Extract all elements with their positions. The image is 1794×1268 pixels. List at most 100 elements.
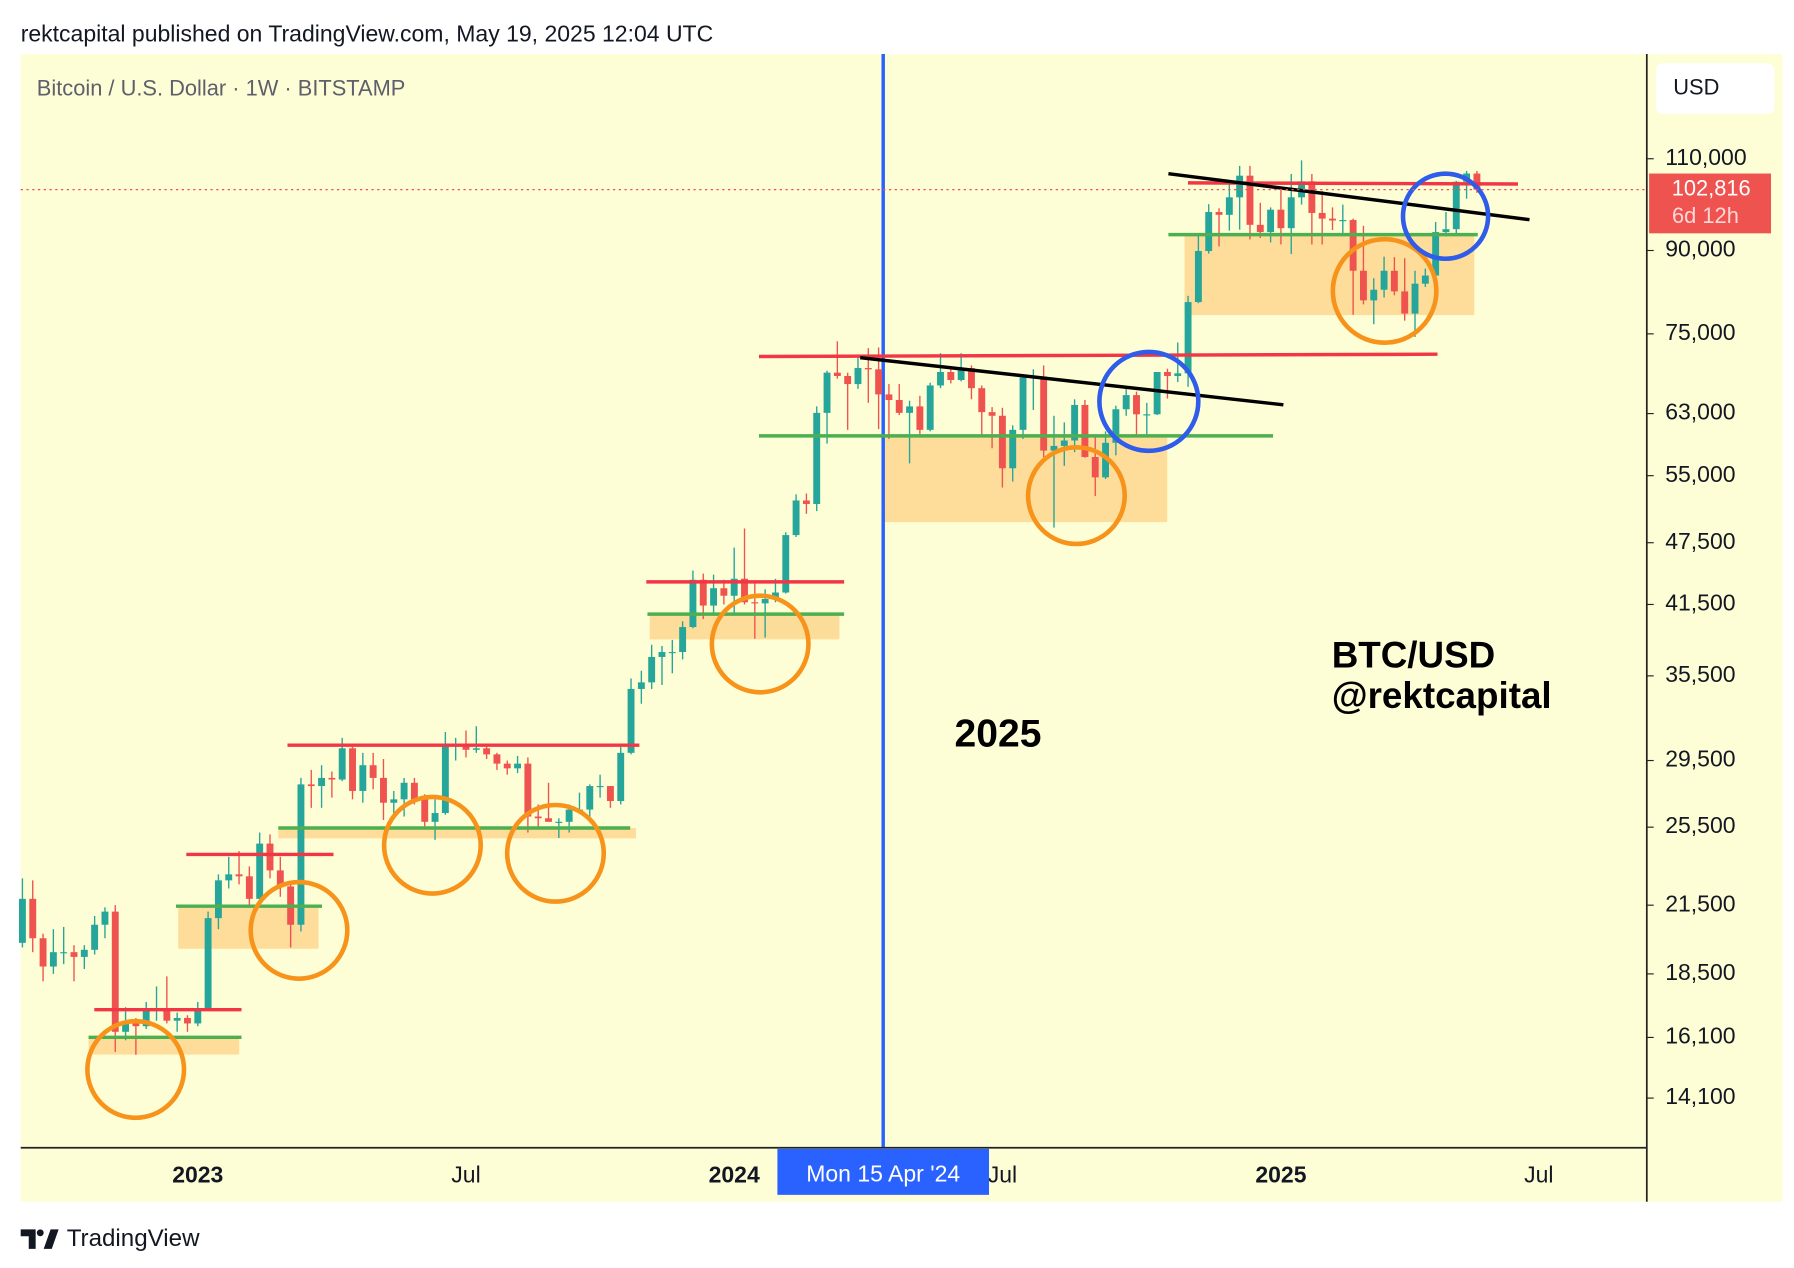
publisher-line: rektcapital published on TradingView.com…: [21, 21, 714, 47]
currency-label: USD: [1673, 74, 1719, 99]
annotation-text: @rektcapital: [1332, 675, 1552, 716]
candle-body: [1256, 224, 1264, 233]
candle-body: [266, 843, 274, 871]
x-tick-label: Jul: [1524, 1162, 1553, 1188]
candle-body: [1329, 218, 1336, 221]
candle-body: [534, 816, 542, 819]
y-tick-label: 47,500: [1665, 528, 1735, 554]
candle-body: [380, 777, 387, 803]
candle-body: [1473, 173, 1481, 190]
candle-body: [761, 598, 769, 604]
candle-body: [122, 1023, 130, 1032]
highlight-circle: [248, 879, 350, 981]
candle-body: [514, 763, 522, 769]
candle-body: [91, 924, 99, 950]
x-tick-label: Jul: [988, 1162, 1017, 1188]
candle-body: [163, 1009, 171, 1021]
zone: [649, 614, 840, 640]
y-tick-label: 18,500: [1665, 959, 1735, 985]
candle-body: [1174, 373, 1182, 376]
candle-body: [503, 763, 511, 769]
candle-body: [235, 874, 243, 877]
candle-body: [1318, 212, 1326, 219]
candle-body: [1267, 209, 1275, 233]
zone: [88, 1037, 240, 1055]
candle-body: [1390, 270, 1398, 292]
annotation-text: BTC/USD: [1332, 635, 1496, 676]
candle-body: [998, 415, 1006, 469]
candle-body: [864, 368, 872, 370]
candle-body: [720, 588, 728, 596]
chart-title: Bitcoin / U.S. Dollar · 1W · BITSTAMP: [37, 75, 406, 100]
brand-name: TradingView: [67, 1225, 200, 1252]
candle-body: [111, 911, 119, 1032]
candle-body: [142, 1009, 150, 1027]
candle-body: [988, 412, 996, 416]
candle-body: [1081, 404, 1089, 457]
candle-body: [813, 412, 821, 504]
candle-body: [204, 918, 212, 1010]
candle-body: [730, 578, 738, 596]
candle-body: [1432, 232, 1440, 276]
candle-body: [441, 745, 449, 814]
candle-body: [70, 952, 78, 957]
candle-body: [906, 406, 914, 413]
candle-body: [1102, 442, 1110, 478]
candle-body: [421, 799, 429, 822]
candle-body: [606, 786, 614, 802]
candle-body: [390, 799, 398, 803]
y-tick-label: 110,000: [1665, 144, 1746, 170]
candle-body: [1421, 275, 1429, 284]
candle-body: [173, 1017, 181, 1021]
highlight-circle: [709, 593, 811, 695]
candle-body: [978, 388, 986, 413]
candle-body: [844, 375, 852, 385]
candle-body: [596, 786, 604, 788]
chart-panel: [20, 54, 1783, 1202]
x-tick-label: 2025: [1255, 1162, 1306, 1188]
candle-body: [1122, 395, 1130, 410]
y-tick-label: 75,000: [1665, 319, 1735, 345]
candle-body: [132, 1023, 140, 1027]
drawings: [85, 171, 1530, 1121]
y-tick-label: 21,500: [1665, 890, 1735, 916]
y-tick-label: 35,500: [1665, 661, 1735, 687]
candle-body: [80, 949, 88, 957]
candle-body: [29, 898, 37, 939]
candle-body: [555, 821, 563, 823]
candle-body: [1205, 212, 1213, 252]
candle-body: [483, 748, 491, 755]
candle-body: [1050, 445, 1058, 451]
candle-body: [1287, 197, 1295, 229]
x-tick-label: 2023: [172, 1162, 223, 1188]
zone: [178, 906, 319, 949]
crosshair-label-box: [777, 1148, 989, 1195]
y-tick-label: 25,500: [1665, 812, 1735, 838]
candle-body: [854, 368, 862, 385]
candle-body: [916, 406, 924, 430]
candle-body: [1060, 440, 1068, 446]
candle-body: [18, 898, 26, 943]
candle-body: [668, 652, 676, 654]
brand-logo: [20, 1229, 59, 1249]
candle-body: [1442, 229, 1450, 233]
last-price-box: [1649, 173, 1771, 234]
candle-body: [472, 748, 480, 750]
candle-body: [101, 911, 109, 925]
countdown-label: 6d 12h: [1672, 203, 1739, 228]
candle-body: [256, 843, 264, 899]
logo-shape: [43, 1229, 59, 1249]
candle-body: [1163, 371, 1171, 376]
candle-body: [400, 782, 408, 800]
candle-body: [1215, 212, 1223, 215]
candle-body: [1452, 181, 1460, 230]
candle-body: [648, 656, 656, 683]
candle-body: [1184, 302, 1192, 374]
candle-body: [431, 813, 439, 822]
currency-box[interactable]: [1656, 63, 1775, 114]
candle-body: [1370, 289, 1378, 301]
y-tick-label: 55,000: [1665, 461, 1735, 487]
x-tick-label: Jul: [451, 1162, 480, 1188]
candle-body: [410, 782, 418, 800]
